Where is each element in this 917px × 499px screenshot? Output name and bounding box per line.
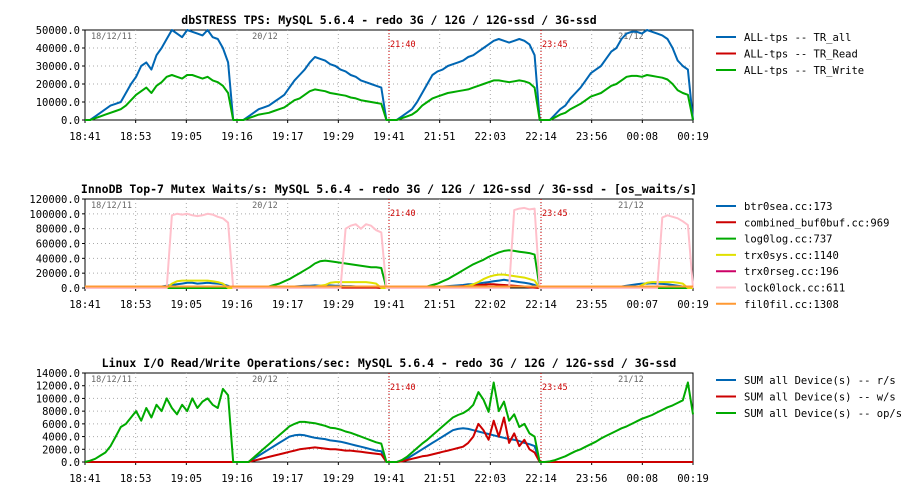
x-tick-label: 19:41 [373, 299, 405, 311]
x-tick-label: 18:53 [120, 473, 152, 485]
x-tick-label: 19:16 [221, 131, 253, 143]
legend-entry: ALL-tps -- TR_all [744, 32, 851, 44]
x-tick-label: 19:17 [272, 131, 304, 143]
x-tick-label: 00:08 [627, 473, 659, 485]
y-tick-label: 10000.0 [36, 393, 80, 405]
y-tick-label: 8000.0 [42, 406, 80, 418]
date-label: 20/12 [252, 375, 278, 385]
date-label: 21/12 [618, 32, 644, 42]
y-tick-label: 50000.0 [36, 25, 80, 37]
x-tick-label: 21:51 [424, 299, 456, 311]
x-tick-label: 19:05 [171, 131, 203, 143]
x-tick-label: 21:51 [424, 473, 456, 485]
legend-entry: SUM all Device(s) -- w/s [744, 392, 896, 404]
date-label: 18/12/11 [91, 32, 132, 42]
date-label: 20/12 [252, 201, 278, 211]
y-tick-label: 2000.0 [42, 444, 80, 456]
y-tick-label: 40000.0 [36, 253, 80, 265]
x-tick-label: 22:03 [475, 473, 507, 485]
x-tick-label: 19:41 [373, 131, 405, 143]
x-tick-label: 19:29 [323, 299, 355, 311]
y-tick-label: 0.0 [61, 283, 80, 295]
chart-panel-2: InnoDB Top-7 Mutex Waits/s: MySQL 5.6.4 … [29, 182, 889, 311]
date-label: 21/12 [618, 201, 644, 211]
time-marker-label: 21:40 [390, 209, 416, 219]
legend-entry: trx0sys.cc:1140 [744, 250, 839, 262]
y-tick-label: 12000.0 [36, 381, 80, 393]
legend-entry: ALL-tps -- TR_Write [744, 65, 864, 77]
time-marker-label: 23:45 [542, 40, 568, 50]
x-tick-label: 22:14 [525, 131, 557, 143]
x-tick-label: 22:14 [525, 473, 557, 485]
y-tick-label: 100000.0 [29, 209, 80, 221]
time-marker-label: 23:45 [542, 209, 568, 219]
legend-entry: lock0lock.cc:611 [744, 283, 845, 295]
x-tick-label: 18:41 [69, 473, 101, 485]
y-tick-label: 0.0 [61, 115, 80, 127]
series-line-3 [84, 381, 694, 463]
x-tick-label: 00:19 [677, 473, 709, 485]
y-tick-label: 120000.0 [29, 194, 80, 206]
y-tick-label: 10000.0 [36, 97, 80, 109]
y-tick-label: 4000.0 [42, 432, 80, 444]
legend-entry: SUM all Device(s) -- r/s [744, 375, 896, 387]
x-tick-label: 18:41 [69, 299, 101, 311]
date-label: 20/12 [252, 32, 278, 42]
date-label: 21/12 [618, 375, 644, 385]
series-line-6 [85, 206, 694, 289]
y-tick-label: 40000.0 [36, 43, 80, 55]
legend-entry: SUM all Device(s) -- op/s [744, 408, 902, 420]
time-marker-label: 21:40 [390, 40, 416, 50]
date-label: 18/12/11 [91, 375, 132, 385]
x-tick-label: 00:19 [677, 131, 709, 143]
x-tick-label: 22:03 [475, 131, 507, 143]
x-tick-label: 19:16 [221, 299, 253, 311]
x-tick-label: 00:08 [627, 131, 659, 143]
y-tick-label: 60000.0 [36, 239, 80, 251]
x-tick-label: 19:05 [171, 473, 203, 485]
x-tick-label: 23:56 [576, 131, 608, 143]
x-tick-label: 19:17 [272, 473, 304, 485]
x-tick-label: 19:17 [272, 299, 304, 311]
date-label: 18/12/11 [91, 201, 132, 211]
x-tick-label: 19:41 [373, 473, 405, 485]
x-tick-label: 23:56 [576, 473, 608, 485]
legend-entry: btr0sea.cc:173 [744, 201, 833, 213]
legend-entry: log0log.cc:737 [744, 234, 833, 246]
y-tick-label: 80000.0 [36, 224, 80, 236]
x-tick-label: 18:53 [120, 299, 152, 311]
y-tick-label: 6000.0 [42, 419, 80, 431]
legend-entry: ALL-tps -- TR_Read [744, 49, 858, 61]
y-tick-label: 0.0 [61, 457, 80, 469]
x-tick-label: 19:16 [221, 473, 253, 485]
series-line-3 [85, 74, 694, 121]
x-tick-label: 18:53 [120, 131, 152, 143]
y-tick-label: 30000.0 [36, 61, 80, 73]
x-tick-label: 19:29 [323, 131, 355, 143]
chart-panel-3: Linux I/O Read/Write Operations/sec: MyS… [36, 356, 902, 485]
chart-panel-1: dbSTRESS TPS: MySQL 5.6.4 - redo 3G / 12… [36, 13, 864, 143]
legend-entry: fil0fil.cc:1308 [744, 299, 839, 311]
chart-title: InnoDB Top-7 Mutex Waits/s: MySQL 5.6.4 … [81, 182, 697, 197]
y-tick-label: 20000.0 [36, 268, 80, 280]
x-tick-label: 22:14 [525, 299, 557, 311]
x-tick-label: 22:02 [475, 299, 507, 311]
x-tick-label: 00:07 [627, 299, 659, 311]
x-tick-label: 19:05 [171, 299, 203, 311]
x-tick-label: 21:51 [424, 131, 456, 143]
y-tick-label: 20000.0 [36, 79, 80, 91]
chart-title: dbSTRESS TPS: MySQL 5.6.4 - redo 3G / 12… [181, 13, 596, 27]
time-marker-label: 23:45 [542, 383, 568, 393]
chart-title: Linux I/O Read/Write Operations/sec: MyS… [102, 356, 677, 370]
legend-entry: trx0rseg.cc:196 [744, 266, 839, 278]
x-tick-label: 18:41 [69, 131, 101, 143]
x-tick-label: 23:55 [576, 299, 608, 311]
y-tick-label: 14000.0 [36, 368, 80, 380]
x-tick-label: 19:29 [323, 473, 355, 485]
legend-entry: combined_buf0buf.cc:969 [744, 217, 889, 229]
time-marker-label: 21:40 [390, 383, 416, 393]
x-tick-label: 00:19 [677, 299, 709, 311]
